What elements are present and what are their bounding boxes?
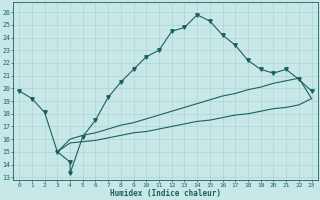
X-axis label: Humidex (Indice chaleur): Humidex (Indice chaleur) — [110, 189, 221, 198]
